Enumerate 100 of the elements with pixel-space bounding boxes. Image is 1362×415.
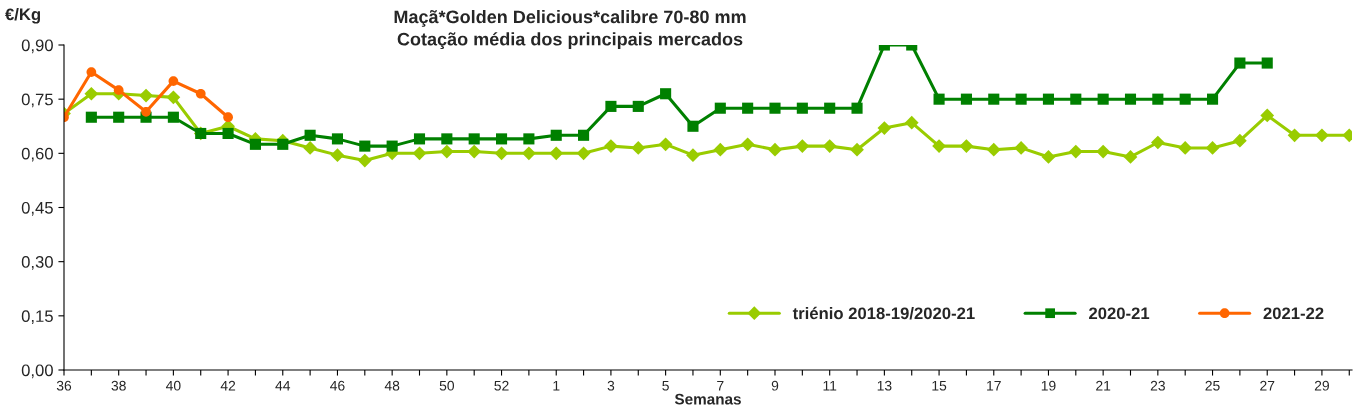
point — [141, 106, 151, 117]
legend-label: 2020-21 — [1089, 307, 1150, 320]
point — [439, 144, 454, 159]
x-tick-label: 15 — [932, 380, 947, 391]
x-tick-label: 3 — [607, 380, 615, 391]
x-tick-label: 13 — [877, 380, 892, 391]
point — [441, 133, 453, 145]
point — [769, 102, 781, 114]
point — [357, 153, 372, 168]
point — [933, 93, 945, 105]
point — [331, 133, 344, 145]
point — [84, 86, 99, 101]
y-tick-label: 0,30 — [21, 256, 53, 270]
x-tick-label: 21 — [1096, 380, 1111, 391]
x-tick-label: 40 — [165, 380, 181, 391]
point — [632, 100, 644, 112]
point — [1261, 57, 1273, 69]
point — [850, 142, 864, 157]
x-tick-label: 46 — [330, 380, 345, 391]
point — [139, 88, 153, 103]
x-tick-label: 42 — [220, 380, 236, 391]
point — [113, 111, 125, 123]
point — [687, 120, 699, 132]
y-tick-label: 0,45 — [21, 201, 53, 216]
point — [851, 102, 863, 114]
legend-label: triénio 2018-19/2020-21 — [792, 306, 975, 320]
point — [932, 139, 946, 153]
point — [631, 141, 646, 155]
point — [467, 144, 482, 159]
point — [1315, 128, 1329, 143]
point — [604, 139, 618, 153]
x-tick-label: 17 — [987, 380, 1001, 391]
point — [904, 115, 919, 130]
legend-label: 2021-22 — [1263, 307, 1324, 320]
x-tick-label: 1 — [553, 380, 560, 391]
point — [1123, 150, 1138, 164]
point — [166, 90, 181, 105]
point — [1205, 141, 1220, 155]
point — [824, 102, 836, 114]
x-tick-label: 9 — [771, 380, 779, 391]
point — [796, 102, 808, 114]
y-tick-label: 0,15 — [21, 310, 53, 325]
point — [714, 102, 726, 114]
point — [1179, 93, 1191, 105]
point — [277, 138, 289, 150]
point — [988, 93, 1000, 105]
y-axis-title: €/Kg — [5, 8, 40, 24]
point — [1070, 93, 1082, 105]
point — [386, 140, 398, 152]
x-tick-label: 25 — [1205, 380, 1220, 391]
point — [550, 129, 562, 141]
point — [1068, 144, 1083, 159]
point — [578, 129, 590, 141]
point — [167, 111, 179, 123]
x-tick-label: 7 — [717, 380, 724, 391]
point — [1178, 141, 1193, 155]
point — [1233, 133, 1247, 148]
x-tick-label: 19 — [1041, 380, 1056, 391]
x-tick-label: 38 — [111, 380, 126, 391]
point — [412, 146, 427, 161]
point — [686, 148, 700, 163]
y-tick-label: 0,90 — [21, 39, 53, 54]
x-tick-label: 36 — [56, 380, 72, 391]
x-tick-label: 27 — [1260, 380, 1275, 391]
y-tick-label: 0,00 — [21, 364, 53, 379]
x-tick-label: 29 — [1314, 380, 1329, 391]
point — [959, 139, 974, 153]
point — [1150, 135, 1165, 150]
point — [576, 146, 591, 161]
point — [468, 133, 480, 145]
point — [85, 111, 97, 123]
point — [223, 112, 233, 123]
point — [222, 127, 234, 140]
point — [795, 139, 810, 153]
point — [413, 133, 426, 145]
y-tick-label: 0,60 — [21, 147, 53, 162]
point — [960, 93, 972, 105]
point — [523, 133, 535, 145]
point — [303, 141, 317, 155]
x-tick-label: 23 — [1150, 380, 1165, 391]
y-tick-label: 0,75 — [21, 93, 53, 108]
point — [86, 67, 97, 77]
point — [168, 76, 179, 86]
x-tick-label: 50 — [439, 380, 455, 391]
point — [249, 138, 261, 150]
x-tick-label: 52 — [494, 380, 509, 391]
chart-title: Maçã*Golden Delicious*calibre 70-80 mm Cotação média dos principais mercados — [394, 10, 746, 50]
point — [1041, 150, 1056, 164]
point — [1152, 93, 1164, 105]
point — [1124, 93, 1137, 105]
point — [113, 85, 124, 95]
point — [522, 146, 536, 161]
point — [713, 142, 728, 157]
point — [494, 146, 509, 161]
point — [877, 121, 892, 135]
point — [195, 88, 206, 99]
point — [1014, 141, 1028, 155]
point — [822, 139, 837, 153]
point — [658, 137, 673, 152]
point — [549, 146, 564, 161]
